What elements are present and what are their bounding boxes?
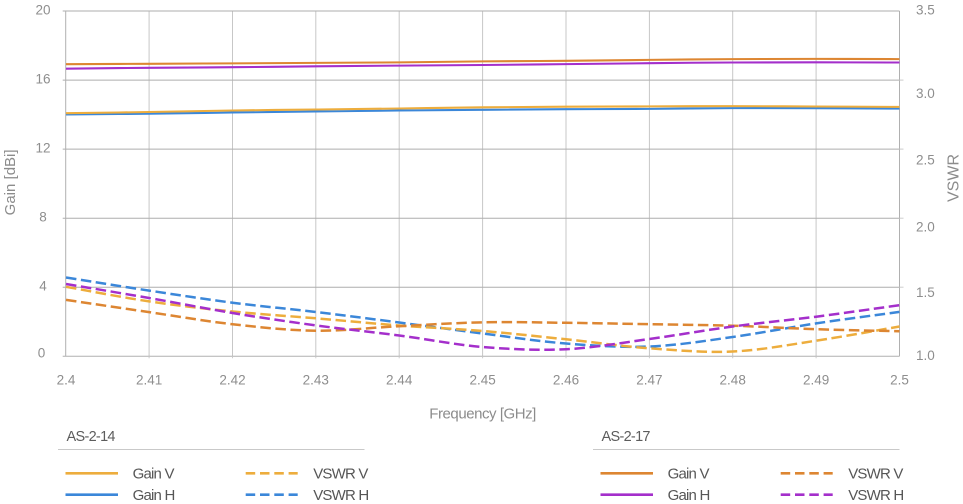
svg-text:AS-2-14: AS-2-14	[67, 429, 116, 445]
svg-text:2.5: 2.5	[916, 152, 935, 167]
svg-text:2.0: 2.0	[916, 219, 935, 234]
svg-text:2.47: 2.47	[636, 372, 662, 387]
svg-text:12: 12	[35, 141, 50, 156]
svg-text:2.42: 2.42	[219, 372, 245, 387]
svg-text:2.5: 2.5	[890, 372, 909, 387]
svg-text:2.49: 2.49	[803, 372, 829, 387]
svg-text:VSWR H: VSWR H	[313, 487, 368, 504]
svg-text:0: 0	[38, 345, 46, 360]
svg-text:2.48: 2.48	[720, 372, 746, 387]
svg-text:16: 16	[35, 72, 50, 87]
svg-text:Gain [dBi]: Gain [dBi]	[2, 149, 19, 215]
svg-text:1.0: 1.0	[916, 348, 935, 363]
svg-text:VSWR H: VSWR H	[848, 487, 903, 504]
svg-text:2.43: 2.43	[303, 372, 329, 387]
svg-text:1.5: 1.5	[916, 285, 935, 300]
svg-text:4: 4	[39, 279, 47, 294]
svg-text:2.44: 2.44	[386, 372, 413, 387]
svg-text:VSWR V: VSWR V	[313, 466, 368, 483]
svg-text:VSWR V: VSWR V	[848, 466, 903, 483]
svg-text:Gain V: Gain V	[668, 466, 710, 483]
svg-text:3.0: 3.0	[916, 86, 935, 101]
svg-text:AS-2-17: AS-2-17	[602, 429, 651, 445]
svg-text:3.5: 3.5	[916, 2, 935, 17]
svg-text:Gain H: Gain H	[133, 487, 175, 504]
svg-text:2.45: 2.45	[469, 372, 495, 387]
svg-text:2.46: 2.46	[553, 372, 579, 387]
svg-text:VSWR: VSWR	[945, 154, 962, 202]
svg-text:2.4: 2.4	[57, 372, 76, 387]
svg-text:8: 8	[39, 210, 47, 225]
svg-text:2.41: 2.41	[136, 372, 162, 387]
svg-text:20: 20	[35, 3, 50, 18]
svg-text:Gain H: Gain H	[668, 487, 710, 504]
svg-text:Gain V: Gain V	[133, 466, 175, 483]
svg-text:Frequency [GHz]: Frequency [GHz]	[429, 406, 536, 423]
